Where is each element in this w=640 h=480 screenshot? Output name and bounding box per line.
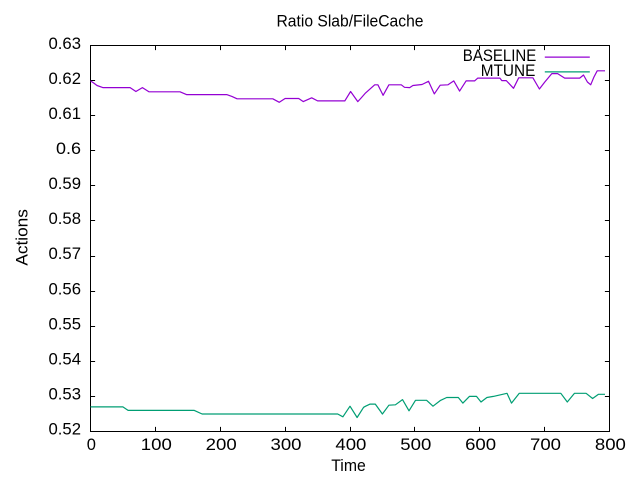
svg-text:0.58: 0.58 <box>49 210 82 228</box>
svg-text:0.55: 0.55 <box>49 315 82 333</box>
svg-text:0.59: 0.59 <box>49 175 82 193</box>
svg-text:600: 600 <box>465 436 496 454</box>
svg-text:0.63: 0.63 <box>49 35 82 53</box>
svg-text:0.57: 0.57 <box>49 245 82 263</box>
svg-text:400: 400 <box>335 436 366 454</box>
svg-text:0.52: 0.52 <box>49 421 82 439</box>
svg-text:0.56: 0.56 <box>49 280 82 298</box>
svg-text:700: 700 <box>530 436 561 454</box>
svg-text:Time: Time <box>331 457 366 475</box>
svg-text:300: 300 <box>271 436 302 454</box>
svg-text:0: 0 <box>87 436 96 454</box>
svg-text:0.54: 0.54 <box>49 351 82 369</box>
svg-text:0.61: 0.61 <box>49 105 82 123</box>
svg-text:0.6: 0.6 <box>56 140 81 158</box>
svg-text:MTUNE: MTUNE <box>481 62 536 80</box>
svg-text:200: 200 <box>206 436 237 454</box>
svg-text:800: 800 <box>595 436 626 454</box>
svg-text:0.62: 0.62 <box>49 70 82 88</box>
svg-text:100: 100 <box>141 436 172 454</box>
svg-text:Actions: Actions <box>14 209 32 266</box>
svg-text:500: 500 <box>400 436 431 454</box>
svg-text:Ratio Slab/FileCache: Ratio Slab/FileCache <box>277 12 424 30</box>
svg-text:BASELINE: BASELINE <box>463 47 537 65</box>
svg-text:0.53: 0.53 <box>49 386 82 404</box>
